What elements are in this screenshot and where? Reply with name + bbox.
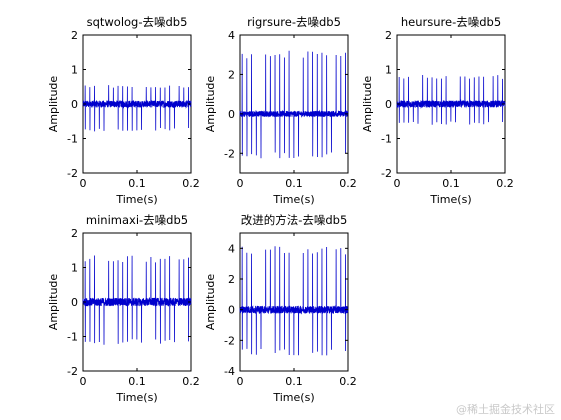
x-tick-label: 0 — [237, 375, 244, 388]
y-tick-label: -1 — [67, 331, 78, 344]
y-axis-label: Amplitude — [204, 274, 217, 331]
x-tick-label: 0.1 — [285, 177, 303, 190]
y-tick-label: -2 — [67, 365, 78, 378]
signal-line — [396, 74, 506, 125]
y-tick-label: 4 — [228, 242, 235, 255]
y-tick-label: 0 — [228, 304, 235, 317]
x-tick-label: 0.2 — [496, 177, 514, 190]
y-tick-label: -2 — [67, 167, 78, 180]
y-axis-label: Amplitude — [361, 76, 374, 133]
x-axis-label: Time(s) — [272, 193, 314, 206]
x-tick-label: 0.1 — [442, 177, 460, 190]
y-axis-label: Amplitude — [47, 76, 60, 133]
y-tick-label: 2 — [71, 227, 78, 240]
y-axis-label: Amplitude — [47, 274, 60, 331]
y-tick-label: -4 — [224, 365, 235, 378]
x-tick-label: 0.2 — [339, 375, 357, 388]
x-tick-label: 0.1 — [128, 375, 146, 388]
x-tick-label: 0 — [80, 375, 87, 388]
x-tick-label: 0 — [237, 177, 244, 190]
x-tick-label: 0 — [80, 177, 87, 190]
x-axis-label: Time(s) — [115, 193, 157, 206]
signal-line — [82, 85, 192, 132]
chart-title: heursure-去噪db5 — [401, 15, 501, 29]
y-tick-label: 2 — [228, 273, 235, 286]
x-tick-label: 0.2 — [339, 177, 357, 190]
x-axis-label: Time(s) — [272, 391, 314, 404]
y-tick-label: 1 — [385, 64, 392, 77]
subplot-5: 0 0.1 0.2 -4 -2 0 2 4 改进的方法-去噪db5 Time(s) Amplitud… — [204, 213, 357, 404]
y-tick-label: -1 — [381, 133, 392, 146]
x-tick-label: 0.2 — [182, 375, 200, 388]
y-tick-label: 2 — [385, 29, 392, 42]
signal-line — [239, 246, 349, 356]
subplot-3: 0 0.1 0.2 -2 -1 0 1 2 heursure-去噪db5 Time(s) Ampli… — [361, 15, 514, 206]
y-tick-label: -2 — [224, 334, 235, 347]
subplot-1: 0 0.1 0.2 -2 -1 0 1 2 sqtwolog-去噪db5 Time(s) Ampli… — [47, 15, 200, 206]
chart-title: minimaxi-去噪db5 — [86, 213, 188, 227]
y-tick-label: 4 — [228, 29, 235, 42]
x-tick-label: 0.1 — [285, 375, 303, 388]
x-axis-label: Time(s) — [115, 391, 157, 404]
x-tick-label: 0.1 — [128, 177, 146, 190]
y-tick-label: 1 — [71, 64, 78, 77]
chart-title: sqtwolog-去噪db5 — [87, 15, 188, 29]
y-tick-label: 2 — [228, 68, 235, 81]
y-tick-label: 0 — [228, 108, 235, 121]
subplot-2: 0 0.1 0.2 -2 0 2 4 rigrsure-去噪db5 Time(s) Amplitu… — [204, 15, 357, 206]
y-tick-label: -2 — [381, 167, 392, 180]
y-tick-label: 0 — [385, 98, 392, 111]
x-tick-label: 0 — [394, 177, 401, 190]
signal-line — [239, 50, 349, 159]
y-tick-label: 0 — [71, 98, 78, 111]
y-tick-label: -2 — [224, 147, 235, 160]
y-tick-label: 2 — [71, 29, 78, 42]
x-tick-label: 0.2 — [182, 177, 200, 190]
signal-line — [82, 255, 192, 345]
y-tick-label: 0 — [71, 296, 78, 309]
subplot-4: 0 0.1 0.2 -2 -1 0 1 2 minimaxi-去噪db5 Time(s) Ampli… — [47, 213, 200, 404]
chart-title: 改进的方法-去噪db5 — [241, 213, 348, 227]
y-axis-label: Amplitude — [204, 76, 217, 133]
watermark-text: @稀土掘金技术社区 — [456, 403, 555, 416]
y-tick-label: -1 — [67, 133, 78, 146]
x-axis-label: Time(s) — [429, 193, 471, 206]
y-tick-label: 1 — [71, 262, 78, 275]
chart-title: rigrsure-去噪db5 — [247, 15, 341, 29]
